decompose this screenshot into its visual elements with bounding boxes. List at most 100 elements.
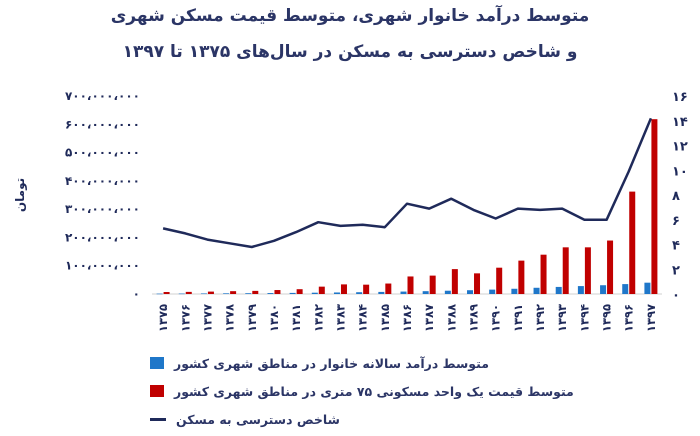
x-tick-label: ۱۳۷۶ xyxy=(178,304,192,332)
price-bar xyxy=(252,290,259,294)
y-tick-label: ۵۰۰،۰۰۰،۰۰۰ xyxy=(65,146,140,160)
legend-swatch-access-index xyxy=(150,417,166,421)
x-tick-label: ۱۳۸۱ xyxy=(289,304,303,332)
price-bar xyxy=(340,284,347,294)
y2-tick-label: ۶ xyxy=(672,214,680,229)
legend-label-income: متوسط درآمد سالانه خانوار در مناطق شهری … xyxy=(174,355,489,371)
income-bar xyxy=(356,292,363,294)
income-bar xyxy=(622,284,629,294)
chart-title-line-1: متوسط درآمد خانوار شهری، متوسط قیمت مسکن… xyxy=(110,6,590,26)
income-bar xyxy=(555,286,562,294)
price-bar xyxy=(207,291,214,294)
income-bar xyxy=(533,287,540,294)
income-bar xyxy=(600,285,607,294)
x-tick-label: ۱۳۸۸ xyxy=(444,304,458,332)
price-bar xyxy=(518,260,525,294)
price-bar xyxy=(274,290,281,294)
x-tick-label: ۱۳۹۱ xyxy=(511,304,525,332)
x-tick-label: ۱۳۷۵ xyxy=(156,304,170,332)
x-tick-label: ۱۳۸۴ xyxy=(356,304,370,332)
y-tick-label: ۴۰۰،۰۰۰،۰۰۰ xyxy=(65,174,140,188)
price-bar xyxy=(474,273,481,294)
income-bar xyxy=(311,292,318,294)
price-bar xyxy=(629,191,636,294)
income-bar xyxy=(156,293,163,295)
y-tick-label: ۰ xyxy=(133,287,140,301)
x-tick-label: ۱۳۸۰ xyxy=(267,304,281,332)
y2-tick-label: ۰ xyxy=(672,288,680,303)
legend-item-price: متوسط قیمت یک واحد مسکونی ۷۵ متری در منا… xyxy=(150,381,670,401)
price-bar xyxy=(318,286,325,294)
income-bar xyxy=(511,288,518,294)
y2-tick-label: ۱۰ xyxy=(672,164,688,179)
y2-tick-label: ۲ xyxy=(672,263,680,278)
price-bar xyxy=(651,119,658,295)
x-tick-label: ۱۳۹۶ xyxy=(622,304,636,332)
x-tick-label: ۱۳۹۵ xyxy=(600,304,614,332)
x-tick-label: ۱۳۷۷ xyxy=(200,304,214,332)
price-bar xyxy=(407,276,414,294)
price-bar xyxy=(562,247,569,294)
price-bar xyxy=(540,254,547,294)
x-tick-label: ۱۳۸۶ xyxy=(400,304,414,332)
x-tick-label: ۱۳۸۵ xyxy=(378,304,392,332)
x-tick-label: ۱۳۹۲ xyxy=(533,304,547,332)
income-bar xyxy=(489,289,496,294)
income-bar xyxy=(289,292,296,294)
x-tick-label: ۱۳۸۲ xyxy=(311,304,325,332)
income-bar xyxy=(333,292,340,294)
price-bar xyxy=(385,283,392,294)
income-bar xyxy=(378,291,385,294)
x-tick-label: ۱۳۹۴ xyxy=(577,304,591,332)
income-bar xyxy=(577,286,584,294)
y2-tick-label: ۱۲ xyxy=(672,140,688,155)
y2-tick-label: ۱۴ xyxy=(672,115,688,130)
y-tick-label: ۶۰۰،۰۰۰،۰۰۰ xyxy=(65,117,140,131)
legend-item-access-index: شاخص دسترسی به مسکن xyxy=(150,409,670,429)
legend-label-access-index: شاخص دسترسی به مسکن xyxy=(176,411,340,427)
income-bar xyxy=(467,290,474,294)
income-bar xyxy=(400,291,407,294)
y2-tick-label: ۱۶ xyxy=(672,90,688,105)
legend-item-income: متوسط درآمد سالانه خانوار در مناطق شهری … xyxy=(150,353,670,373)
price-bar xyxy=(496,267,503,294)
y2-tick-label: ۴ xyxy=(672,239,680,254)
x-tick-label: ۱۳۷۹ xyxy=(245,304,259,332)
price-bar xyxy=(363,284,370,294)
price-bar xyxy=(230,291,237,294)
x-tick-label: ۱۳۸۳ xyxy=(333,304,347,332)
income-bar xyxy=(200,293,207,295)
x-tick-label: ۱۳۹۳ xyxy=(555,304,569,332)
y-tick-label: ۳۰۰،۰۰۰،۰۰۰ xyxy=(65,202,140,216)
price-bar xyxy=(185,291,192,294)
x-tick-label: ۱۳۸۹ xyxy=(467,304,481,332)
price-bar xyxy=(451,269,458,294)
income-bar xyxy=(267,293,274,294)
y2-tick-label: ۸ xyxy=(672,189,680,204)
x-tick-label: ۱۳۹۰ xyxy=(489,304,503,332)
legend-label-price: متوسط قیمت یک واحد مسکونی ۷۵ متری در منا… xyxy=(174,383,574,399)
income-bar xyxy=(223,293,230,294)
x-tick-label: ۱۳۷۸ xyxy=(223,304,237,332)
price-bar xyxy=(584,247,591,294)
x-tick-label: ۱۳۹۷ xyxy=(644,304,658,332)
y-tick-label: ۷۰۰،۰۰۰،۰۰۰ xyxy=(65,89,140,103)
price-bar xyxy=(607,240,614,294)
y-tick-label: ۲۰۰،۰۰۰،۰۰۰ xyxy=(65,230,140,244)
legend-swatch-income xyxy=(150,357,164,369)
income-bar xyxy=(245,293,252,294)
income-bar xyxy=(178,293,185,295)
y-axis-label: تومان xyxy=(13,178,28,212)
legend-swatch-price xyxy=(150,385,164,397)
price-bar xyxy=(296,289,303,294)
income-bar xyxy=(422,291,429,294)
y-tick-label: ۱۰۰،۰۰۰،۰۰۰ xyxy=(65,259,140,273)
price-bar xyxy=(429,275,436,294)
x-tick-label: ۱۳۸۷ xyxy=(422,304,436,332)
price-bar xyxy=(163,292,170,294)
income-bar xyxy=(444,290,451,294)
access-index-line xyxy=(162,117,653,249)
chart-title-line-2: و شاخص دسترسی به مسکن در سال‌های ۱۳۷۵ تا… xyxy=(122,42,578,62)
income-bar xyxy=(644,282,651,294)
